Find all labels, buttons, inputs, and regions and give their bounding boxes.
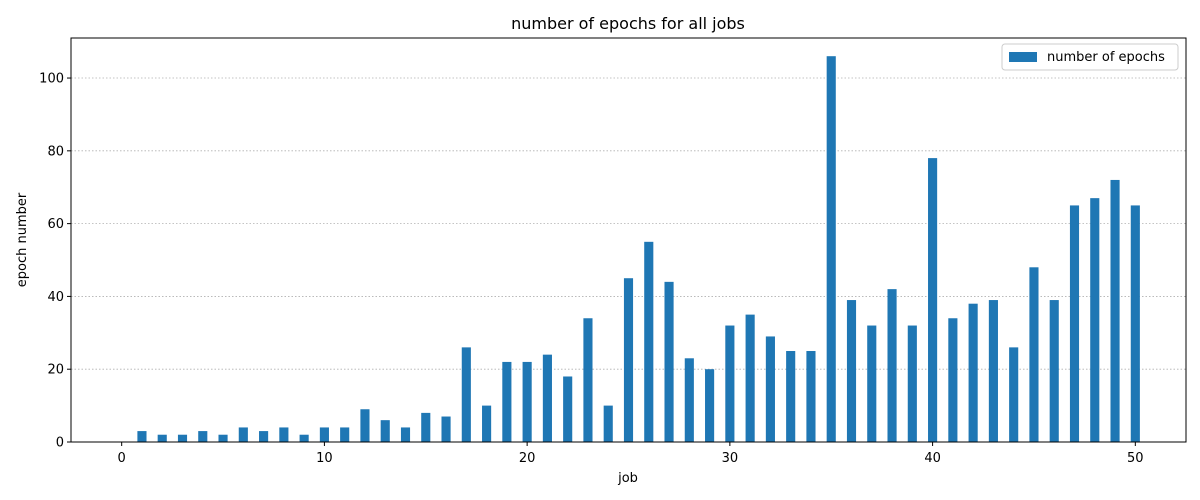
y-axis-ticks: 0 20 40 60 80 100 [39, 72, 71, 451]
x-axis-ticks: 0 10 20 30 40 50 [118, 442, 1144, 466]
bar [340, 427, 350, 442]
bar [563, 376, 573, 442]
bar [826, 56, 836, 443]
x-tick-label: 10 [316, 451, 333, 466]
bar [745, 314, 755, 442]
bar [765, 336, 775, 442]
bar [988, 300, 998, 442]
bar [684, 358, 694, 442]
bar [1009, 347, 1019, 442]
bar [1049, 300, 1059, 442]
bar [380, 420, 390, 442]
y-tick-label: 60 [47, 217, 64, 232]
bar [319, 427, 329, 442]
bar [400, 427, 411, 442]
legend-box [1001, 43, 1179, 71]
x-tick-label: 20 [519, 451, 536, 466]
bar [583, 318, 593, 442]
bar [238, 427, 248, 442]
x-tick-label: 50 [1127, 451, 1144, 466]
bar [705, 369, 715, 442]
bar [1110, 179, 1120, 442]
bar [806, 351, 816, 442]
bar [968, 303, 978, 442]
bar [279, 427, 289, 442]
bar [887, 289, 897, 442]
y-axis-label: epoch number [15, 192, 30, 287]
bar [421, 412, 431, 442]
legend-label: number of epochs [1047, 50, 1165, 65]
bar [177, 434, 188, 442]
x-tick-label: 40 [924, 451, 941, 466]
bar [948, 318, 958, 442]
bar [1029, 267, 1039, 442]
plot-frame [70, 37, 1187, 443]
bar [218, 434, 228, 442]
bars [137, 56, 1140, 443]
bar [1130, 205, 1140, 442]
bar [786, 351, 796, 442]
bar [461, 347, 471, 442]
bar [867, 325, 877, 442]
bar [137, 431, 147, 442]
bar [846, 300, 857, 442]
y-tick-label: 100 [39, 72, 64, 87]
x-axis-label: job [617, 471, 638, 486]
bar [299, 434, 309, 442]
bar [644, 241, 654, 442]
bar [502, 361, 512, 442]
bar [198, 431, 208, 442]
legend: number of epochs [1001, 43, 1179, 71]
y-tick-label: 20 [47, 363, 64, 378]
y-tick-label: 80 [47, 144, 64, 159]
bar [360, 409, 370, 442]
bar [482, 405, 492, 442]
bar [664, 281, 674, 442]
bar [522, 361, 532, 442]
y-tick-label: 0 [56, 436, 64, 451]
bar [259, 431, 269, 442]
y-tick-label: 40 [47, 290, 64, 305]
bar [542, 354, 552, 442]
chart-title: number of epochs for all jobs [511, 14, 745, 33]
bar [907, 325, 917, 442]
bar [441, 416, 451, 442]
legend-swatch [1009, 52, 1037, 62]
x-tick-label: 30 [722, 451, 739, 466]
bar [603, 405, 613, 442]
bar [725, 325, 735, 442]
bar [1090, 198, 1100, 442]
bar [623, 278, 634, 442]
bar [157, 434, 167, 442]
x-tick-label: 0 [118, 451, 126, 466]
bar [1069, 205, 1080, 442]
bar [928, 158, 938, 443]
